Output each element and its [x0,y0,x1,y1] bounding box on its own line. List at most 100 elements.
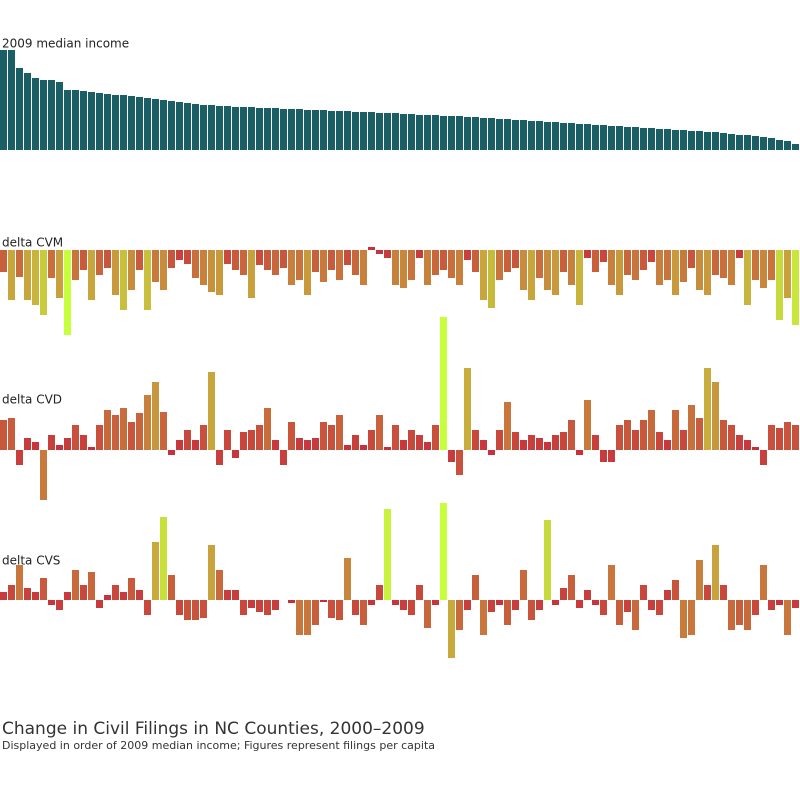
bar [96,425,103,450]
bar [40,80,47,150]
bar [456,250,463,285]
bar [488,450,495,455]
bar [136,250,143,270]
bar [256,425,263,450]
bar [16,450,23,465]
bar [784,600,791,635]
bar [48,600,55,605]
bar [464,117,471,150]
bar [352,600,359,615]
bar [24,588,31,600]
bar [208,545,215,600]
bar [160,517,167,600]
bar [448,116,455,150]
bar [568,123,575,150]
bar [760,250,767,288]
bar [184,600,191,620]
bar [552,600,559,605]
bar [720,250,727,278]
bar [176,600,183,615]
bar [408,114,415,150]
bar [8,418,15,450]
bar [184,250,191,264]
bar [640,585,647,600]
bar [704,250,711,295]
bar [672,130,679,150]
bar [576,450,583,455]
bar [496,430,503,450]
bar [280,109,287,150]
bar [784,141,791,150]
bar [328,600,335,618]
bar [328,111,335,150]
bar [424,600,431,628]
bar [336,111,343,150]
chart-title: Change in Civil Filings in NC Counties, … [2,719,425,739]
bar [368,430,375,450]
bar [792,425,799,450]
bar [600,125,607,150]
bar [304,600,311,635]
bar [80,91,87,150]
bar [272,108,279,150]
bar [184,430,191,450]
bar [80,585,87,600]
bar [752,250,759,280]
bar [352,250,359,275]
bar [376,250,383,254]
bar [712,132,719,150]
bar [744,135,751,150]
bar [248,250,255,298]
bar [416,115,423,150]
bar [704,132,711,150]
bar [192,104,199,150]
bar [584,124,591,150]
bar [560,123,567,150]
bar [680,430,687,450]
chart-subtitle: Displayed in order of 2009 median income… [2,739,435,752]
bar [160,100,167,150]
bar [232,107,239,150]
bar [208,372,215,450]
bar [264,250,271,270]
bar [648,600,655,610]
bar [776,140,783,150]
bar [296,250,303,280]
bar [664,129,671,150]
bar [768,425,775,450]
bar [664,440,671,450]
bar [400,250,407,288]
bar [696,131,703,150]
bar [744,440,751,450]
bar [664,590,671,600]
bar [424,442,431,450]
bar [32,250,39,305]
bar [88,447,95,450]
bar [176,250,183,260]
bar [736,600,743,625]
bar [32,592,39,600]
bar [8,250,15,300]
bar [312,438,319,450]
panel-label: delta CVM [2,236,63,250]
bar [224,250,231,264]
bar [688,600,695,635]
bar [72,90,79,150]
bar [128,422,135,450]
bar [640,128,647,150]
bar [360,600,367,625]
bar [144,600,151,615]
bar [344,111,351,150]
bar [752,447,759,450]
bar [656,432,663,450]
bar [280,450,287,465]
bar [496,600,503,605]
bar [152,382,159,450]
bar [720,585,727,600]
bar [488,118,495,150]
bar [488,250,495,308]
bar [232,590,239,600]
bar [504,600,511,625]
bar [728,600,735,630]
bar [792,250,799,325]
